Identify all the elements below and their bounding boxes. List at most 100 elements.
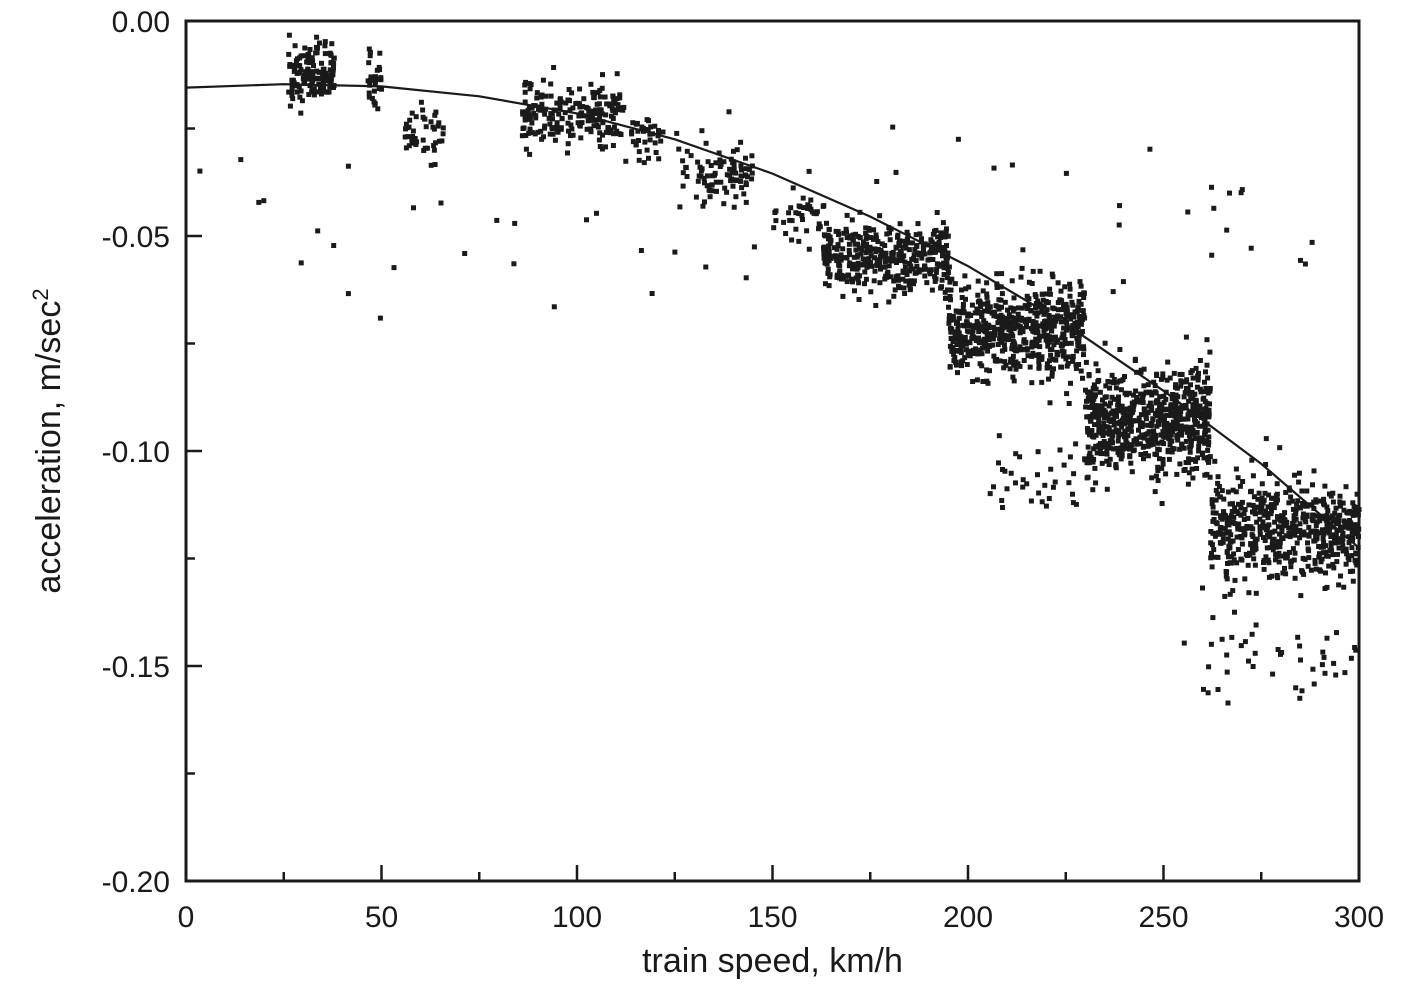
data-point [1155,468,1161,474]
data-point [934,266,940,272]
data-point [329,59,335,65]
data-point [1050,334,1056,340]
data-point [1152,389,1158,395]
data-point [1106,403,1112,409]
data-point [1140,421,1146,427]
data-point [1032,292,1038,298]
data-point [731,148,736,154]
data-point [1330,532,1336,538]
data-point [1221,512,1227,518]
data-point [943,254,949,260]
data-point [1147,146,1153,152]
data-point [1203,428,1208,434]
data-point [948,287,954,293]
x-tick-label: 0 [178,901,195,934]
data-point [287,103,293,109]
data-point [522,99,528,105]
data-point [1103,430,1109,436]
data-point [945,270,951,275]
data-point [960,343,966,349]
data-point [542,111,548,117]
data-point [1320,550,1326,556]
data-point [844,229,849,235]
data-point [1009,346,1015,352]
data-point [871,278,877,284]
data-point [1034,324,1040,330]
data-point [1035,449,1041,455]
data-point [1314,535,1320,541]
data-point [1173,418,1179,423]
data-point [1114,445,1120,451]
data-point [962,335,968,340]
data-point [884,274,889,280]
data-point [538,128,544,134]
data-point [996,316,1002,322]
data-point [919,255,925,261]
data-point [1323,553,1329,559]
data-point [1113,462,1119,467]
data-point [944,226,949,232]
data-point [652,123,658,129]
data-point [1103,383,1109,389]
data-point [519,133,525,139]
data-point [955,136,961,142]
data-point [1128,428,1134,434]
data-point [1023,339,1029,345]
data-point [615,131,621,137]
data-point [902,291,908,296]
data-point [915,221,921,227]
data-point [1302,517,1308,522]
data-point [1207,349,1213,355]
data-point [903,278,909,284]
data-point [532,131,538,137]
data-point [366,46,372,52]
data-point [577,104,583,110]
data-point [1198,389,1204,395]
data-point [871,227,877,233]
data-point [721,201,727,207]
data-point [1276,559,1282,565]
data-point [1209,550,1214,556]
data-point [733,194,739,200]
data-point [440,125,446,131]
data-point [1333,672,1339,678]
data-point [420,107,426,113]
data-point [1265,557,1271,563]
data-point [1328,540,1334,546]
data-point [1069,333,1075,339]
data-point [984,294,990,300]
data-point [914,263,920,269]
data-point [331,243,337,248]
data-point [1002,332,1008,338]
data-point [1141,443,1147,449]
data-point [1320,649,1326,655]
data-point [1332,536,1337,542]
data-point [861,239,866,245]
data-point [570,132,576,138]
data-point [1013,451,1019,457]
data-point [1132,358,1138,363]
x-axis-title: train speed, km/h [642,942,903,980]
data-point [1060,353,1066,359]
data-point [1149,422,1155,428]
data-point [1352,557,1358,563]
data-point [800,217,805,222]
data-point [1052,479,1058,485]
data-point [1171,370,1177,376]
data-point [1044,361,1050,367]
data-point [697,164,703,170]
data-point [1194,466,1200,471]
data-point [1155,464,1161,470]
data-point [868,260,874,266]
data-point [1231,514,1237,520]
data-point [365,78,371,84]
data-point [911,256,916,261]
data-point [1163,471,1169,477]
data-point [1206,442,1211,448]
data-point [310,69,316,75]
data-point [1017,454,1023,460]
data-point [960,301,966,307]
data-point [1177,446,1183,452]
data-point [724,189,730,195]
